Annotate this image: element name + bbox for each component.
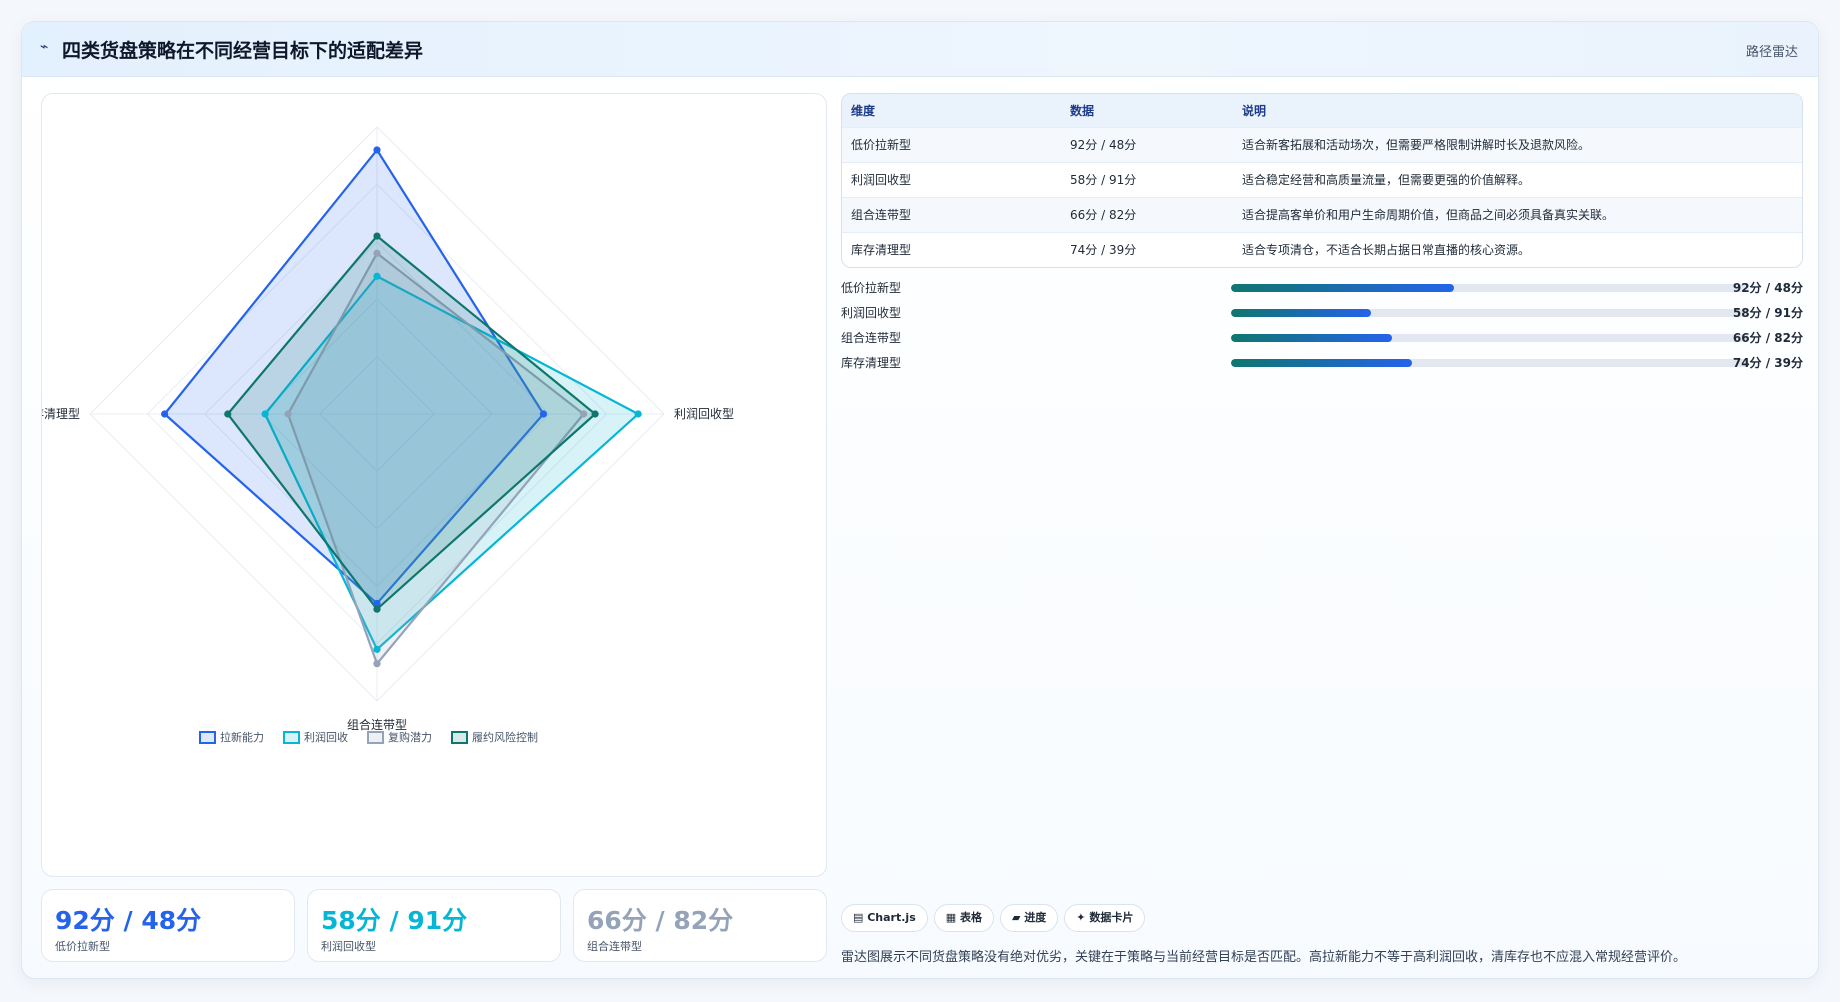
progress-fill bbox=[1231, 309, 1371, 317]
progress-label: 库存清理型 bbox=[841, 356, 902, 370]
table-cell: 低价拉新型 bbox=[851, 138, 912, 152]
page-title: 四类货盘策略在不同经营目标下的适配差异 bbox=[62, 40, 424, 62]
radar-data-point bbox=[373, 272, 381, 280]
stat-value: 58分 / 91分 bbox=[321, 906, 468, 935]
table-cell: 适合提高客单价和用户生命周期价值，但商品之间必须具备真实关联。 bbox=[1242, 208, 1615, 222]
progress-value: 74分 / 39分 bbox=[1732, 356, 1803, 370]
radar-axis-label: 利润回收型 bbox=[674, 407, 734, 421]
stat-card-3: 66分 / 82分 组合连带型 bbox=[573, 889, 827, 962]
legend-swatch bbox=[367, 731, 384, 744]
radar-data-point bbox=[580, 410, 588, 418]
stat-card-2: 58分 / 91分 利润回收型 bbox=[307, 889, 561, 962]
route-label[interactable]: 路径雷达 bbox=[1745, 45, 1798, 60]
stat-value: 66分 / 82分 bbox=[587, 906, 734, 935]
table-row: 利润回收型 58分 / 91分 适合稳定经营和高质量流量，但需要更强的价值解释。 bbox=[842, 162, 1802, 197]
progress-row: 组合连带型 66分 / 82分 bbox=[841, 328, 1803, 346]
progress-track bbox=[1231, 309, 1749, 317]
table-cell: 74分 / 39分 bbox=[1070, 243, 1137, 258]
table-cell: 库存清理型 bbox=[851, 243, 912, 258]
progress-value: 92分 / 48分 bbox=[1732, 281, 1803, 295]
data-table: 维度 数据 说明 低价拉新型 92分 / 48分 适合新客拓展和活动场次，但需要… bbox=[841, 93, 1803, 268]
table-cell: 92分 / 48分 bbox=[1070, 138, 1137, 152]
radar-data-point bbox=[373, 146, 381, 154]
description-note: 雷达图展示不同货盘策略没有绝对优劣，关键在于策略与当前经营目标是否匹配。高拉新能… bbox=[841, 950, 1687, 965]
radar-data-point bbox=[373, 599, 381, 608]
tag-list: ▤ Chart.js ▦ 表格 ▰ 进度 ✦ 数据卡片 bbox=[841, 904, 1151, 934]
table-icon: ▦ bbox=[945, 911, 960, 924]
table-header: 数据 bbox=[1070, 103, 1095, 118]
radar-data-point bbox=[224, 410, 232, 418]
radar-data-point bbox=[591, 410, 599, 418]
stat-label: 利润回收型 bbox=[321, 940, 376, 953]
progress-label: 组合连带型 bbox=[841, 331, 902, 345]
table-cell: 适合专项清仓，不适合长期占据日常直播的核心资源。 bbox=[1242, 243, 1531, 258]
radar-data-point bbox=[261, 410, 269, 418]
table-cell: 适合新客拓展和活动场次，但需要严格限制讲解时长及退款风险。 bbox=[1242, 138, 1591, 152]
legend-label: 复购潜力 bbox=[388, 730, 432, 744]
table-cell: 适合稳定经营和高质量流量，但需要更强的价值解释。 bbox=[1242, 173, 1531, 187]
table-header: 说明 bbox=[1242, 103, 1267, 118]
progress-fill bbox=[1231, 284, 1454, 292]
tag-label: 数据卡片 bbox=[1089, 911, 1134, 924]
chart-icon: ▤ bbox=[853, 911, 868, 924]
progress-fill bbox=[1231, 359, 1413, 367]
progress-icon: ▰ bbox=[1011, 911, 1025, 924]
radar-data-point bbox=[634, 410, 642, 418]
progress-row: 低价拉新型 92分 / 48分 bbox=[841, 278, 1803, 296]
table-header: 维度 bbox=[851, 103, 876, 118]
radar-axis-label: 组合连带型 bbox=[347, 717, 407, 732]
radar-data-point bbox=[373, 660, 381, 668]
tag-progress[interactable]: ▰ 进度 bbox=[999, 904, 1059, 932]
legend-label: 履约风险控制 bbox=[472, 730, 538, 744]
radar-chart-panel: 低价拉新型利润回收型组合连带型库存清理型拉新能力利润回收复购潜力履约风险控制 bbox=[41, 93, 827, 877]
table-cell: 66分 / 82分 bbox=[1070, 208, 1137, 222]
progress-label: 利润回收型 bbox=[841, 306, 902, 320]
progress-value: 58分 / 91分 bbox=[1732, 306, 1803, 320]
tag-chartjs[interactable]: ▤ Chart.js bbox=[841, 904, 928, 932]
progress-label: 低价拉新型 bbox=[841, 281, 902, 295]
tag-table[interactable]: ▦ 表格 bbox=[933, 904, 994, 932]
radar-chart: 低价拉新型利润回收型组合连带型库存清理型拉新能力利润回收复购潜力履约风险控制 bbox=[42, 126, 734, 744]
table-cell: 58分 / 91分 bbox=[1070, 173, 1137, 187]
stat-label: 低价拉新型 bbox=[55, 940, 110, 953]
legend-swatch bbox=[199, 731, 216, 744]
radar-axis-label: 库存清理型 bbox=[42, 406, 80, 421]
chart-line-icon: ⌁ bbox=[40, 39, 49, 55]
tag-label: Chart.js bbox=[867, 911, 916, 924]
legend-swatch bbox=[283, 731, 300, 744]
tag-data-card[interactable]: ✦ 数据卡片 bbox=[1064, 904, 1146, 932]
tag-label: 进度 bbox=[1024, 911, 1047, 924]
table-cell: 利润回收型 bbox=[851, 173, 912, 187]
radar-data-point bbox=[161, 410, 169, 418]
progress-track bbox=[1231, 284, 1749, 292]
radar-data-point bbox=[373, 645, 381, 653]
radar-data-point bbox=[284, 410, 292, 418]
radar-data-point bbox=[373, 249, 381, 257]
progress-row: 库存清理型 74分 / 39分 bbox=[841, 353, 1803, 371]
table-row: 低价拉新型 92分 / 48分 适合新客拓展和活动场次，但需要严格限制讲解时长及… bbox=[842, 127, 1802, 162]
progress-track bbox=[1231, 359, 1749, 367]
stat-value: 92分 / 48分 bbox=[55, 906, 202, 935]
legend-swatch bbox=[451, 731, 468, 744]
table-row: 组合连带型 66分 / 82分 适合提高客单价和用户生命周期价值，但商品之间必须… bbox=[842, 197, 1802, 232]
stat-label: 组合连带型 bbox=[587, 940, 642, 953]
header: ⌁ 四类货盘策略在不同经营目标下的适配差异 路径雷达 bbox=[22, 22, 1818, 77]
radar-data-point bbox=[539, 410, 548, 418]
tag-label: 表格 bbox=[959, 911, 982, 924]
progress-row: 利润回收型 58分 / 91分 bbox=[841, 303, 1803, 321]
sparkle-icon: ✦ bbox=[1076, 911, 1090, 924]
stat-card-1: 92分 / 48分 低价拉新型 bbox=[41, 889, 295, 962]
main-card: ⌁ 四类货盘策略在不同经营目标下的适配差异 路径雷达 低价拉新型利润回收型组合连… bbox=[21, 21, 1819, 979]
radar-data-point bbox=[373, 605, 381, 613]
radar-data-point bbox=[373, 232, 381, 240]
table-cell: 组合连带型 bbox=[851, 208, 912, 222]
legend-label: 拉新能力 bbox=[220, 730, 264, 744]
progress-value: 66分 / 82分 bbox=[1732, 331, 1803, 345]
table-row: 库存清理型 74分 / 39分 适合专项清仓，不适合长期占据日常直播的核心资源。 bbox=[842, 232, 1802, 267]
progress-track bbox=[1231, 334, 1749, 342]
table-header-row: 维度 数据 说明 bbox=[842, 94, 1802, 127]
progress-fill bbox=[1231, 334, 1392, 342]
legend-label: 利润回收 bbox=[304, 730, 348, 744]
